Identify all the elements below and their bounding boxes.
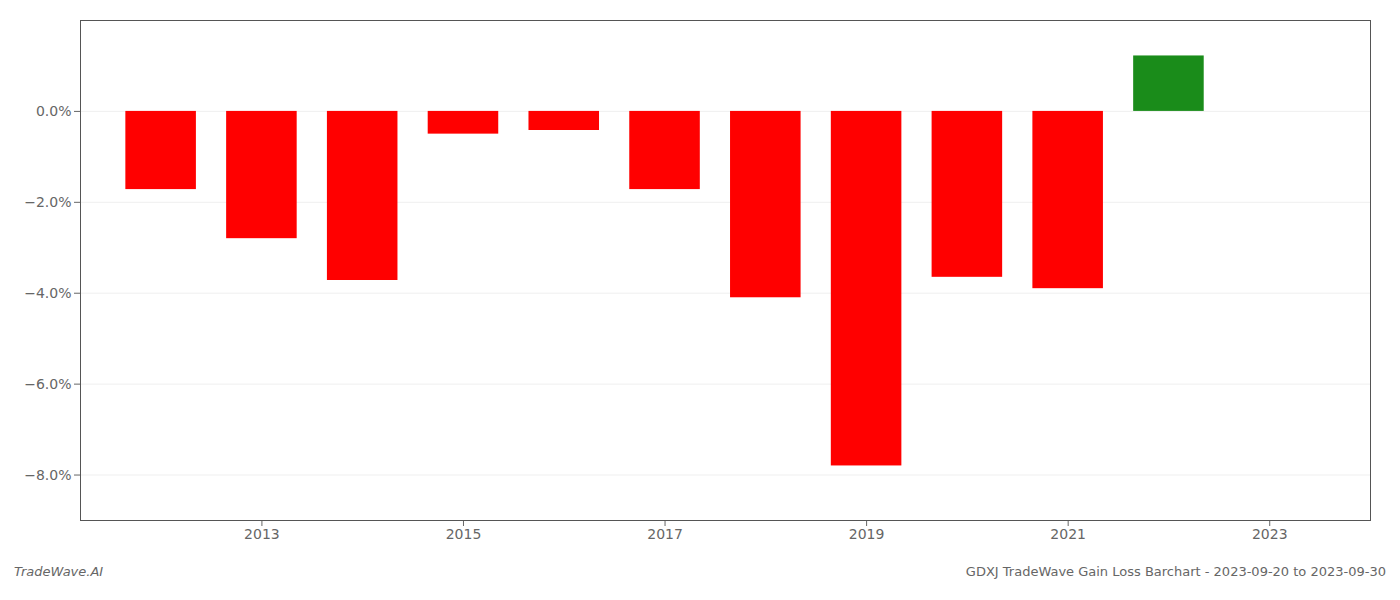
svg-text:−2.0%: −2.0% — [24, 194, 71, 210]
html-text:TradeWave.AI: TradeWave.AI — [14, 564, 104, 579]
svg-text:2021: 2021 — [1050, 526, 1086, 542]
svg-text:0.0%: 0.0% — [36, 103, 72, 119]
svg-text:2013: 2013 — [244, 526, 280, 542]
svg-text:−8.0%: −8.0% — [24, 467, 71, 483]
svg-text:−4.0%: −4.0% — [24, 285, 71, 301]
svg-text:2017: 2017 — [647, 526, 683, 542]
svg-text:2019: 2019 — [849, 526, 885, 542]
svg-text:2023: 2023 — [1252, 526, 1288, 542]
svg-text:2015: 2015 — [446, 526, 482, 542]
html-text:GDXJ TradeWave Gain Loss Barch: GDXJ TradeWave Gain Loss Barchart - 2023… — [965, 564, 1386, 579]
svg-text:−6.0%: −6.0% — [24, 376, 71, 392]
